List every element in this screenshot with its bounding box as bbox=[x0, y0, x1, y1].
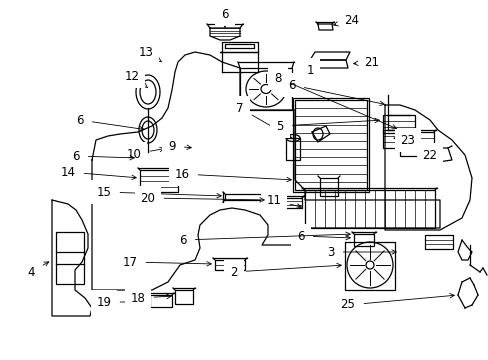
Text: 3: 3 bbox=[326, 246, 395, 258]
Bar bbox=[294, 100, 366, 190]
Bar bbox=[175, 290, 193, 304]
Text: 2: 2 bbox=[230, 263, 341, 279]
Bar bbox=[319, 178, 337, 196]
Bar bbox=[353, 234, 373, 246]
Bar bbox=[399, 132, 433, 156]
Text: 23: 23 bbox=[393, 134, 415, 147]
Text: 24: 24 bbox=[333, 14, 359, 27]
Text: 6: 6 bbox=[221, 8, 228, 27]
Text: 4: 4 bbox=[27, 262, 49, 279]
Bar bbox=[424, 235, 452, 249]
Bar bbox=[382, 115, 414, 133]
Bar bbox=[150, 295, 172, 307]
Text: 9: 9 bbox=[168, 140, 191, 153]
Text: 15: 15 bbox=[96, 185, 221, 198]
Bar bbox=[56, 232, 84, 284]
Text: 6: 6 bbox=[72, 149, 134, 162]
Bar bbox=[215, 260, 244, 270]
Bar bbox=[305, 190, 434, 228]
Text: 13: 13 bbox=[138, 45, 162, 62]
Text: 12: 12 bbox=[124, 69, 147, 88]
Text: 10: 10 bbox=[126, 147, 164, 161]
Bar bbox=[140, 170, 178, 192]
Text: 11: 11 bbox=[266, 194, 301, 208]
Text: 8: 8 bbox=[274, 72, 396, 129]
Text: 14: 14 bbox=[61, 166, 136, 180]
Text: 6: 6 bbox=[287, 78, 384, 105]
Bar bbox=[285, 138, 299, 160]
Text: 16: 16 bbox=[174, 167, 291, 182]
Text: 17: 17 bbox=[122, 256, 211, 269]
Text: 19: 19 bbox=[96, 296, 146, 309]
Text: 21: 21 bbox=[353, 55, 379, 68]
Text: 6: 6 bbox=[179, 232, 349, 247]
Text: 18: 18 bbox=[130, 292, 171, 305]
Text: 6: 6 bbox=[76, 113, 144, 131]
Text: 20: 20 bbox=[140, 192, 264, 204]
Bar bbox=[292, 98, 368, 192]
Text: 22: 22 bbox=[422, 149, 437, 162]
Text: 6: 6 bbox=[297, 230, 349, 243]
Text: 5: 5 bbox=[276, 118, 379, 132]
Bar bbox=[382, 130, 414, 148]
Text: 25: 25 bbox=[340, 293, 453, 311]
Text: 7: 7 bbox=[236, 102, 291, 138]
Text: 1: 1 bbox=[294, 63, 313, 86]
